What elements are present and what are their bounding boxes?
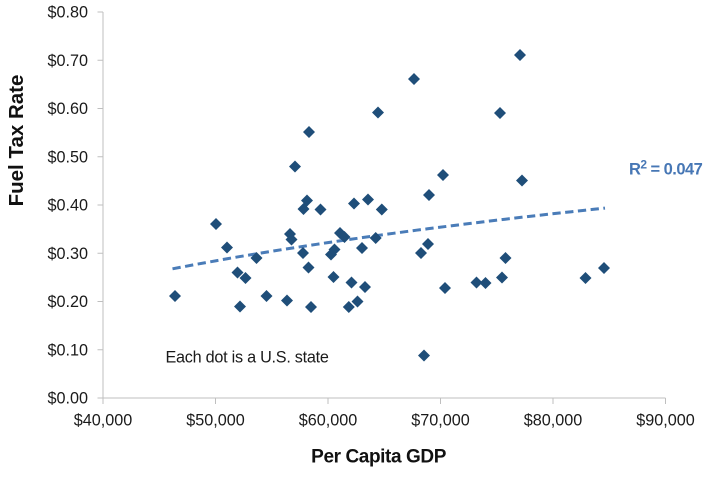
svg-text:$0.30: $0.30 (47, 245, 88, 263)
svg-text:$0.80: $0.80 (47, 4, 88, 22)
svg-text:$0.10: $0.10 (47, 341, 88, 359)
svg-text:$90,000: $90,000 (636, 412, 695, 430)
svg-text:$0.20: $0.20 (47, 293, 88, 311)
svg-text:R2 = 0.047: R2 = 0.047 (629, 158, 703, 179)
svg-text:$0.50: $0.50 (47, 148, 88, 166)
svg-text:$0.70: $0.70 (47, 52, 88, 70)
svg-text:$0.00: $0.00 (47, 390, 88, 408)
svg-text:$40,000: $40,000 (74, 412, 133, 430)
svg-text:$0.60: $0.60 (47, 100, 88, 118)
svg-text:$60,000: $60,000 (299, 412, 358, 430)
svg-text:$70,000: $70,000 (411, 412, 470, 430)
svg-text:$80,000: $80,000 (524, 412, 583, 430)
svg-text:Fuel Tax Rate: Fuel Tax Rate (5, 75, 28, 207)
svg-text:Per Capita GDP: Per Capita GDP (311, 447, 447, 468)
svg-text:$0.40: $0.40 (47, 197, 88, 215)
svg-text:Each dot is a U.S. state: Each dot is a U.S. state (166, 349, 329, 367)
svg-text:$50,000: $50,000 (186, 412, 245, 430)
